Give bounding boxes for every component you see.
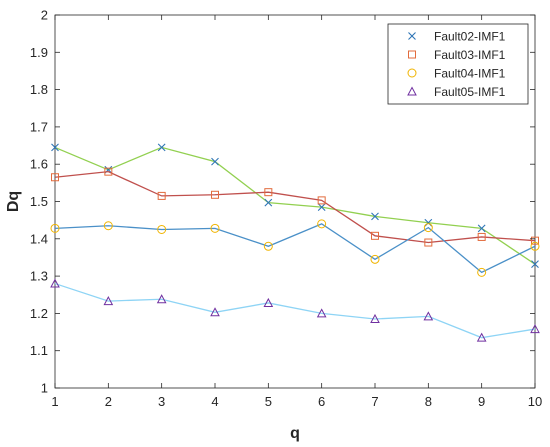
x-tick-label: 6 (318, 394, 325, 409)
data-point (424, 238, 433, 247)
data-point (103, 221, 113, 231)
data-point (51, 143, 59, 152)
data-point (317, 203, 326, 211)
series-line (54, 170, 536, 244)
data-point (210, 307, 220, 317)
data-point (531, 260, 539, 269)
data-point (211, 190, 219, 199)
series-3 (50, 219, 540, 277)
data-point (423, 223, 433, 233)
data-point (263, 241, 273, 251)
y-tick-label: 1.9 (30, 45, 48, 60)
data-point (263, 297, 274, 307)
y-tick-label: 2 (41, 8, 48, 23)
series-2 (51, 167, 539, 247)
legend-entry: Fault02-IMF1 (434, 30, 506, 44)
data-point (157, 143, 166, 152)
series-line (54, 282, 536, 339)
data-point (371, 231, 379, 240)
y-tick-label: 1.7 (30, 119, 48, 134)
series-line (54, 146, 536, 265)
data-point (530, 324, 540, 334)
legend-entry: Fault03-IMF1 (434, 48, 506, 62)
data-point (316, 308, 327, 318)
x-tick-label: 1 (51, 394, 58, 409)
x-axis: 1 2 3 4 5 6 7 8 9 10 (51, 15, 542, 409)
x-tick-label: 2 (105, 394, 112, 409)
data-point (156, 294, 167, 304)
x-tick-label: 8 (425, 394, 432, 409)
y-tick-label: 1.8 (30, 82, 48, 97)
legend-marker (407, 68, 417, 78)
data-point (476, 332, 487, 342)
y-axis: 1 1.1 1.2 1.3 1.4 1.5 1.6 1.7 1.8 1.9 2 (30, 8, 535, 396)
data-point (423, 311, 434, 321)
data-point (104, 167, 113, 176)
data-point (211, 157, 219, 166)
data-point (477, 224, 486, 233)
data-point (51, 173, 59, 182)
data-point (264, 198, 273, 207)
x-tick-label: 4 (211, 394, 218, 409)
data-point (50, 278, 60, 288)
legend-marker (408, 32, 416, 40)
legend-marker (408, 50, 416, 59)
data-point (103, 296, 114, 306)
data-point (157, 191, 166, 200)
data-point (50, 223, 60, 233)
data-point (264, 188, 273, 197)
series-line (54, 223, 536, 274)
y-tick-label: 1 (41, 381, 48, 396)
x-tick-label: 7 (371, 394, 378, 409)
data-point (370, 313, 380, 323)
y-tick-label: 1.5 (30, 194, 48, 209)
x-tick-label: 5 (265, 394, 272, 409)
y-tick-label: 1.1 (30, 343, 48, 358)
y-tick-label: 1.3 (30, 269, 48, 284)
legend-entry: Fault04-IMF1 (434, 67, 506, 81)
y-tick-label: 1.6 (30, 157, 48, 172)
data-point (424, 218, 433, 227)
data-point (317, 219, 327, 229)
y-axis-label: Dq (5, 191, 22, 212)
series-1 (51, 143, 539, 269)
x-tick-label: 3 (158, 394, 165, 409)
legend: Fault02-IMF1 Fault03-IMF1 Fault04-IMF1 Faul… (387, 23, 529, 105)
y-tick-label: 1.4 (30, 231, 48, 246)
x-tick-label: 10 (528, 394, 542, 409)
y-tick-label: 1.2 (30, 306, 48, 321)
data-point (317, 196, 326, 205)
data-point (157, 224, 167, 234)
data-point (477, 267, 487, 277)
legend-marker (407, 86, 417, 96)
data-point (531, 236, 539, 245)
x-axis-label: q (290, 425, 300, 442)
data-point (477, 232, 486, 241)
legend-entry: Fault05-IMF1 (434, 85, 506, 99)
x-tick-label: 9 (478, 394, 485, 409)
data-point (370, 254, 380, 264)
data-point (210, 223, 220, 233)
data-point (530, 241, 540, 251)
data-point (371, 212, 379, 221)
series-4 (50, 278, 540, 342)
